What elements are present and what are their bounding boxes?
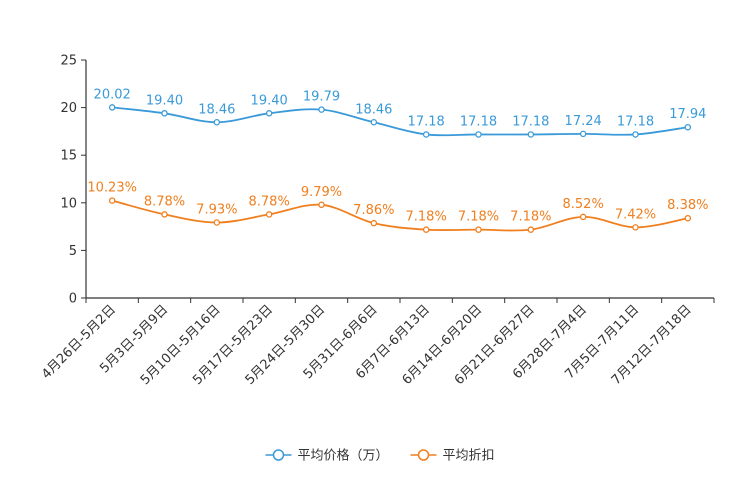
data-point [475,226,482,233]
y-tick-label: 0 [69,292,77,307]
data-point [422,131,430,138]
data-point [632,224,639,231]
data-label: 19.79 [303,90,340,105]
data-label: 8.38% [667,198,708,213]
legend-marker-icon [272,449,285,461]
data-label: 7.18% [406,210,447,225]
data-label: 18.46 [198,102,235,117]
series-line [112,106,688,137]
data-point [475,131,482,138]
legend-item-2: 平均折扣 [410,449,495,464]
data-point [108,197,116,204]
data-label: 19.40 [146,93,183,108]
y-tick-label: 20 [60,101,77,116]
data-point [265,110,273,117]
data-label: 20.02 [94,87,131,102]
data-point [318,106,325,113]
data-label: 17.24 [565,114,602,129]
y-tick-label: 25 [60,54,77,69]
data-point [213,119,221,126]
y-tick-label: 15 [60,149,77,164]
data-point [213,219,221,226]
data-label: 7.18% [458,210,499,225]
data-point [632,131,639,138]
data-label: 8.52% [563,197,604,212]
series-layer: 20.02 19.40 18.46 19.40 19.79 18.46 17.18 17.18… [87,87,708,233]
legend-label: 平均价格（万） [297,448,388,464]
legend-item-1: 平均价格（万） [265,448,389,464]
data-point [579,213,587,221]
data-label: 8.78% [144,194,185,209]
series-line [111,199,688,232]
data-label: 10.23% [87,181,137,196]
data-label: 7.93% [196,203,237,218]
data-label: 8.78% [249,194,290,209]
data-point [265,211,273,218]
data-label: 17.18 [408,114,445,129]
legend-label: 平均折扣 [443,449,495,464]
data-point [422,226,430,233]
data-point [161,110,168,117]
data-label: 17.18 [512,114,549,129]
data-label: 17.18 [460,114,497,129]
data-point [527,131,535,138]
data-point [370,219,378,227]
data-label: 9.79% [301,185,342,200]
series-1: 20.02 19.40 18.46 19.40 19.79 18.46 17.18 17.18… [94,87,706,138]
series-2: 10.23% 8.78% 7.93% 8.78% 9.79% 7.86% 7.18% 7.18… [87,181,708,233]
data-label: 17.94 [669,107,706,122]
y-tick-label: 5 [69,244,77,259]
legend-marker-icon [417,449,430,461]
data-point [579,130,587,138]
data-point [370,119,378,126]
data-point [527,226,535,233]
data-label: 7.42% [615,207,656,222]
data-label: 17.18 [617,114,654,129]
data-label: 7.18% [510,210,551,225]
data-label: 19.40 [251,93,288,108]
data-point [108,104,116,111]
legend: 平均价格（万） 平均折扣 [265,448,495,464]
y-tick-label: 10 [60,196,77,211]
data-label: 7.86% [353,203,394,218]
data-point [161,211,168,218]
data-label: 18.46 [355,102,392,117]
data-point [684,123,692,131]
data-point [318,201,325,209]
data-point [684,214,692,222]
